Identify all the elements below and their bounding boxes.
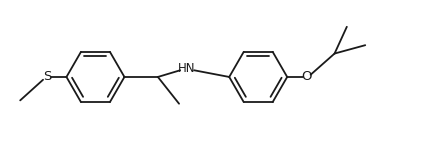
- Text: S: S: [43, 70, 51, 84]
- Text: HN: HN: [178, 61, 196, 75]
- Text: O: O: [301, 70, 312, 84]
